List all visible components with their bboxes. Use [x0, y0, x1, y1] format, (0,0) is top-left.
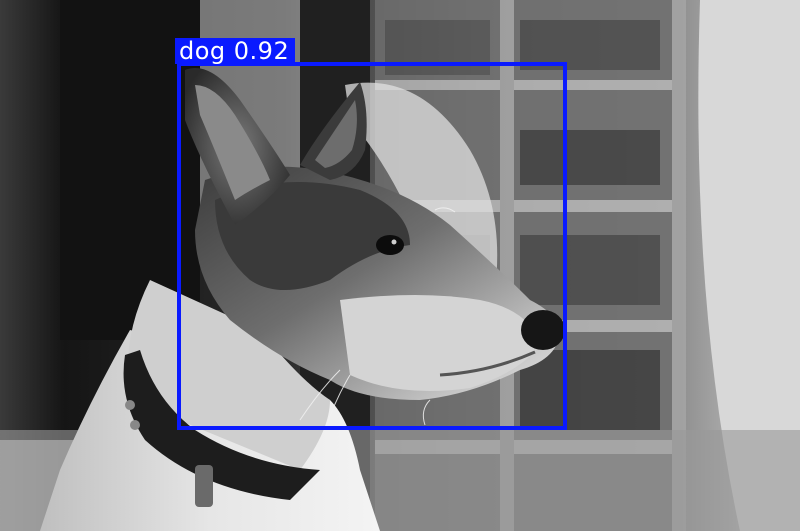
- collar-buckle: [195, 465, 213, 507]
- dog-ear-right: [300, 82, 367, 180]
- collar-stud: [130, 420, 140, 430]
- dog-ear-left-inner: [195, 85, 270, 200]
- dog-ear-right-inner: [315, 100, 357, 168]
- dog-collar: [123, 350, 320, 500]
- dog-eye: [376, 235, 404, 255]
- dog-mouth: [439, 350, 536, 377]
- detection-label: dog 0.92: [175, 38, 296, 65]
- dog-nose: [521, 310, 565, 350]
- detection-bounding-box: [177, 62, 567, 430]
- right-highlight: [698, 0, 800, 531]
- dog-whiskers: [299, 207, 456, 431]
- dog-eye-patch: [215, 182, 410, 290]
- collar-stud: [125, 400, 135, 410]
- dog-eye-glint: [391, 239, 397, 245]
